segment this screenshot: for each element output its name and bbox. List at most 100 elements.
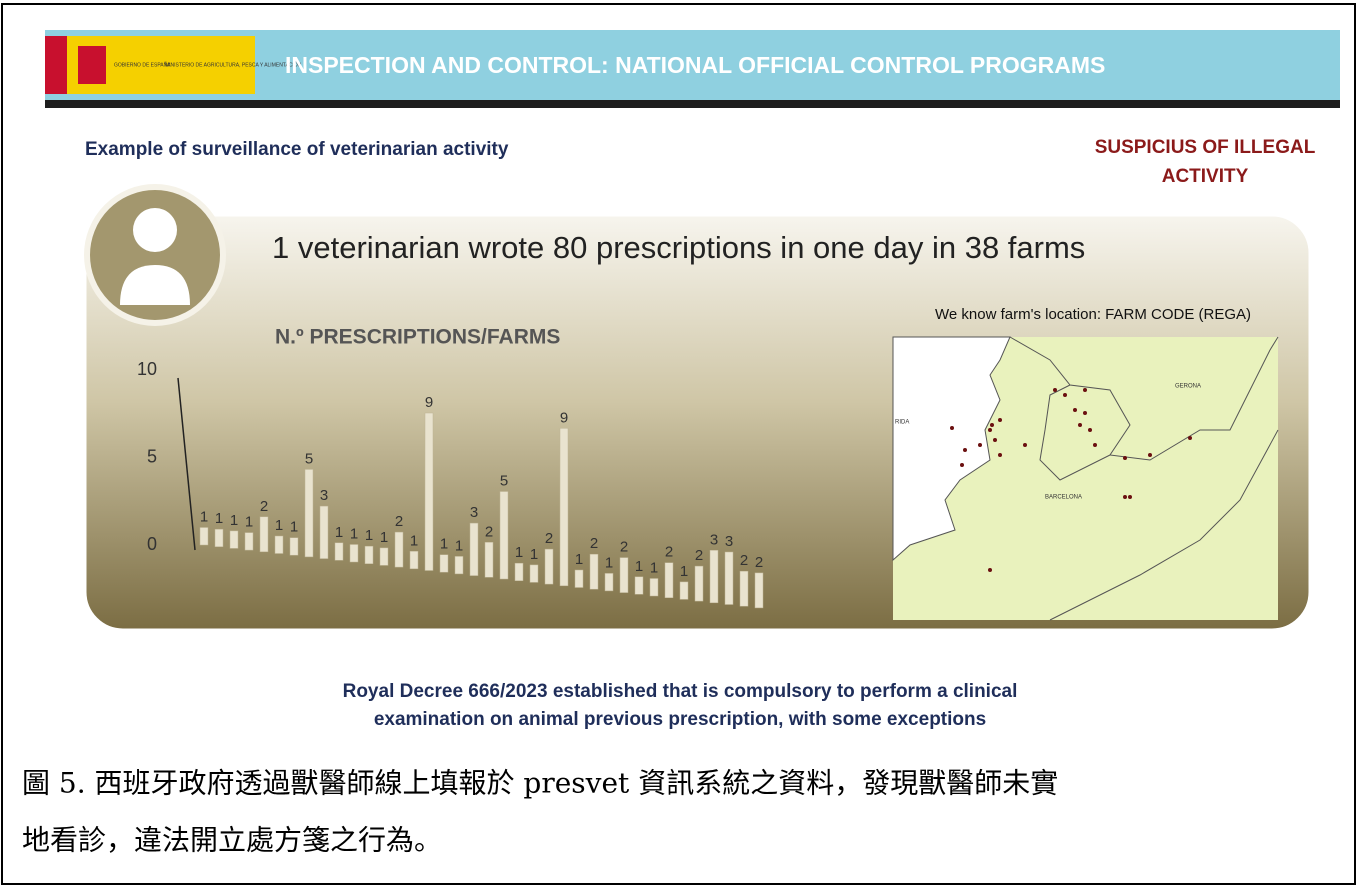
bar-label: 2 — [695, 547, 703, 564]
bar — [230, 531, 238, 549]
bar — [260, 517, 268, 552]
bar-label: 2 — [485, 523, 493, 540]
bar-label: 1 — [215, 510, 223, 527]
y-tick-label: 5 — [147, 446, 157, 466]
bar-label: 5 — [305, 450, 313, 467]
bar — [200, 528, 208, 546]
bar-label: 1 — [605, 554, 613, 571]
bar-label: 2 — [665, 544, 673, 561]
bar-label: 3 — [320, 487, 328, 504]
bar-label: 2 — [590, 535, 598, 552]
bar-label: 1 — [350, 525, 358, 542]
bar — [275, 536, 283, 554]
bar — [305, 469, 313, 557]
subtitle: Example of surveillance of veterinarian … — [85, 139, 509, 160]
y-tick-label: 0 — [147, 534, 157, 554]
bar — [365, 546, 373, 564]
bar — [500, 492, 508, 580]
bar — [755, 573, 763, 608]
bar-label: 1 — [275, 517, 283, 534]
bar — [620, 558, 628, 593]
bar-label: 1 — [380, 529, 388, 546]
bar — [575, 570, 583, 588]
bar-label: 2 — [395, 513, 403, 530]
page: GOBIERNO DE ESPAÑA MINISTERIO DE AGRICUL… — [0, 0, 1358, 885]
map-label: BARCELONA — [1045, 495, 1082, 501]
chart-title: N.º PRESCRIPTIONS/FARMS — [275, 326, 560, 349]
bar — [695, 566, 703, 601]
bar — [245, 533, 253, 551]
figure-caption: 圖 5. 西班牙政府透過獸醫師線上填報於 presvet 資訊系統之資料，發現獸… — [22, 767, 1058, 800]
bar — [380, 548, 388, 566]
bar — [590, 554, 598, 589]
alert: SUSPICIUS OF ILLEGAL — [1095, 137, 1316, 158]
bar-label: 1 — [455, 537, 463, 554]
bar-label: 2 — [620, 539, 628, 556]
bar — [395, 532, 403, 567]
logo-text: GOBIERNO DE ESPAÑA — [114, 61, 171, 68]
logo-shield — [78, 46, 106, 84]
bar — [710, 550, 718, 603]
bar — [650, 579, 658, 597]
bar — [410, 551, 418, 569]
bar-label: 1 — [575, 551, 583, 568]
bar-label: 1 — [530, 546, 538, 563]
logo-text: MINISTERIO DE AGRICULTURA, PESCA Y ALIME… — [165, 61, 302, 68]
bar-label: 1 — [365, 527, 373, 544]
logo-flag — [45, 36, 67, 94]
bar-label: 1 — [230, 512, 238, 529]
bar — [350, 545, 358, 563]
bar-label: 3 — [710, 531, 718, 548]
bar-label: 1 — [515, 544, 523, 561]
bar — [680, 582, 688, 600]
footer-text: Royal Decree 666/2023 established that i… — [343, 681, 1018, 702]
bar — [665, 563, 673, 598]
bar — [530, 565, 538, 583]
map-caption: We know farm's location: FARM CODE (REGA… — [935, 306, 1251, 323]
headline: 1 veterinarian wrote 80 prescriptions in… — [272, 230, 1085, 265]
y-tick-label: 10 — [137, 359, 157, 379]
bar-label: 9 — [425, 394, 433, 411]
bar-label: 1 — [245, 514, 253, 531]
bar — [485, 542, 493, 577]
bar — [635, 577, 643, 595]
bar-label: 1 — [680, 563, 688, 580]
vet-icon-head — [133, 208, 177, 252]
bar-label: 1 — [650, 559, 658, 576]
bar-label: 1 — [635, 558, 643, 575]
bar — [725, 552, 733, 605]
bar — [740, 571, 748, 606]
bar — [515, 563, 523, 581]
bar-label: 3 — [470, 504, 478, 521]
header-title: INSPECTION AND CONTROL: NATIONAL OFFICIA… — [285, 52, 1105, 78]
bar — [320, 506, 328, 558]
bar — [545, 549, 553, 584]
figure-caption: 地看診，違法開立處方箋之行為。 — [22, 824, 442, 857]
bar-label: 2 — [755, 554, 763, 571]
bar-label: 1 — [335, 524, 343, 541]
bar — [425, 413, 433, 571]
bar — [455, 556, 463, 574]
bar — [605, 573, 613, 591]
bar-label: 2 — [260, 498, 268, 515]
bar-label: 2 — [545, 530, 553, 547]
bar — [470, 523, 478, 576]
alert: ACTIVITY — [1162, 166, 1249, 187]
bar — [560, 428, 568, 586]
bar-label: 1 — [410, 532, 418, 549]
map-label: GERONA — [1175, 384, 1201, 390]
bar-label: 1 — [200, 508, 208, 525]
bar-label: 1 — [290, 519, 298, 536]
map-label: RIDA — [895, 420, 909, 426]
bar-label: 3 — [725, 533, 733, 550]
footer-text: examination on animal previous prescript… — [374, 709, 986, 730]
bar — [335, 543, 343, 561]
bar — [215, 529, 223, 547]
bar-label: 2 — [740, 552, 748, 569]
bar-label: 9 — [560, 409, 568, 426]
bar — [290, 538, 298, 556]
header-stripe — [45, 100, 1340, 108]
bar-label: 5 — [500, 472, 508, 489]
bar-label: 1 — [440, 536, 448, 553]
bar — [440, 555, 448, 573]
